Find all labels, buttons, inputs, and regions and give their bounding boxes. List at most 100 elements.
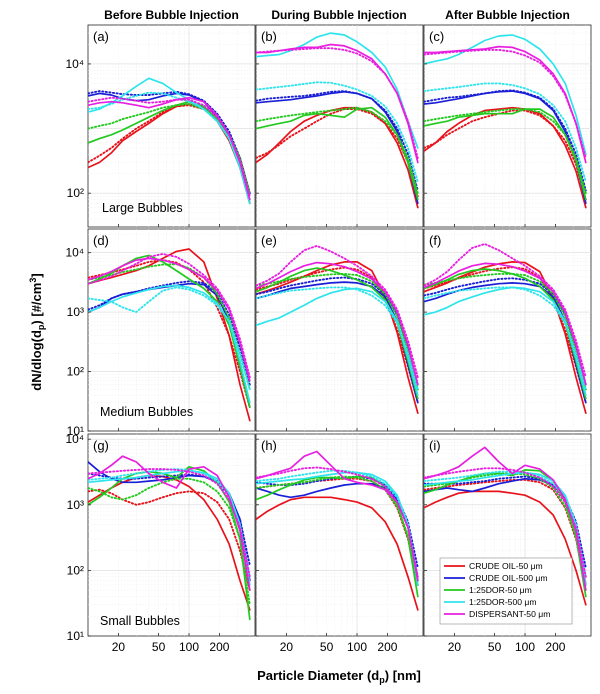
series-line-h-2: [256, 482, 419, 582]
series-line-h-9: [256, 466, 419, 578]
legend-label-dispersant-50: DISPERSANT-50 μm: [469, 609, 550, 619]
x-tick-label-i: 200: [545, 640, 565, 654]
series-group-d: [88, 248, 251, 422]
series-line-e-1: [256, 266, 419, 404]
panel-label-i: (i): [429, 438, 441, 453]
series-line-e-5: [256, 272, 419, 391]
x-tick-label-i: 100: [515, 640, 535, 654]
series-line-f-5: [424, 272, 587, 391]
series-line-g-8: [88, 455, 251, 591]
series-group-c: [424, 34, 587, 209]
series-line-c-5: [424, 108, 587, 195]
series-line-b-3: [256, 90, 419, 192]
row-label-medium: Medium Bubbles: [100, 405, 193, 419]
column-title-before: Before Bubble Injection: [104, 8, 239, 22]
panel-a: 10² 10⁴: [65, 24, 256, 228]
y-tick-label-a: 10²: [67, 186, 84, 200]
panel-label-b: (b): [261, 29, 277, 44]
x-tick-label-g: 50: [152, 640, 166, 654]
series-line-i-9: [424, 467, 587, 578]
series-line-e-6: [256, 287, 419, 397]
panel-frame-h: [255, 433, 424, 637]
series-line-f-8: [424, 262, 587, 386]
y-tick-label-d: 10²: [67, 365, 84, 379]
series-line-g-4: [88, 465, 251, 621]
panel-label-h: (h): [261, 438, 277, 453]
series-line-b-7: [256, 81, 419, 183]
column-titles: Before Bubble Injection During Bubble In…: [104, 8, 570, 22]
series-line-i-6: [424, 471, 587, 586]
series-line-e-8: [256, 261, 419, 386]
series-line-f-6: [424, 286, 587, 397]
panel-label-e: (e): [261, 233, 277, 248]
panel-c: [423, 24, 592, 228]
y-tick-label-a: 10⁴: [65, 57, 84, 71]
series-line-i-0: [424, 490, 587, 606]
row-label-large: Large Bubbles: [102, 201, 183, 215]
series-group-i: [424, 446, 587, 606]
y-tick-label-g: 10³: [67, 498, 84, 512]
series-line-c-0: [424, 106, 587, 209]
series-line-d-8: [88, 257, 251, 382]
y-tick-label-d: 10³: [67, 305, 84, 319]
y-tick-label-d: 10⁴: [65, 246, 84, 260]
y-tick-label-g: 10¹: [67, 629, 84, 643]
panel-annotations: (a) (b) (c) (d) (e) (f) (g) (h) (i) Larg…: [93, 29, 444, 628]
series-line-a-3: [88, 90, 251, 195]
x-tick-label-h: 200: [377, 640, 397, 654]
panel-b: [255, 24, 424, 228]
series-line-c-1: [424, 109, 587, 201]
panel-label-c: (c): [429, 29, 444, 44]
panel-label-d: (d): [93, 233, 109, 248]
series-line-b-9: [256, 47, 419, 159]
panel-frame-a: [87, 24, 256, 228]
series-line-c-9: [424, 48, 587, 159]
legend: CRUDE OIL-50 μm CRUDE OIL-500 μm 1:25DOR…: [439, 557, 573, 625]
row-label-small: Small Bubbles: [100, 614, 180, 628]
panel-h: 20 50 100 200: [255, 433, 424, 654]
x-tick-label-g: 200: [209, 640, 229, 654]
legend-box: [439, 557, 573, 625]
series-line-h-8: [256, 450, 419, 582]
series-group-e: [256, 244, 419, 414]
series-line-h-0: [256, 496, 419, 611]
series-line-e-0: [256, 261, 419, 414]
series-line-h-4: [256, 475, 419, 598]
x-tick-label-g: 100: [179, 640, 199, 654]
legend-label-crude-500: CRUDE OIL-500 μm: [469, 573, 548, 583]
column-title-during: During Bubble Injection: [271, 8, 406, 22]
x-tick-label-h: 50: [320, 640, 334, 654]
x-tick-label-g: 20: [112, 640, 126, 654]
panel-label-a: (a): [93, 29, 109, 44]
series-line-c-3: [424, 89, 587, 192]
series-line-d-3: [88, 280, 251, 386]
x-tick-label-h: 20: [280, 640, 294, 654]
series-line-b-2: [256, 90, 419, 205]
series-line-e-7: [256, 286, 419, 391]
x-axis-title: Particle Diameter (dp) [nm]: [257, 668, 421, 685]
series-line-d-4: [88, 254, 251, 409]
series-line-f-7: [424, 286, 587, 391]
series-line-b-1: [256, 108, 419, 198]
series-line-h-5: [256, 475, 419, 586]
series-group-a: [88, 77, 251, 205]
series-line-g-1: [88, 488, 251, 592]
x-tick-label-h: 100: [347, 640, 367, 654]
y-tick-label-d: 10¹: [67, 424, 84, 438]
legend-label-dor-50: 1:25DOR-50 μm: [469, 585, 532, 595]
series-line-d-6: [88, 284, 251, 404]
series-line-g-6: [88, 469, 251, 586]
y-tick-label-g: 10⁴: [65, 432, 84, 446]
x-tick-label-i: 20: [448, 640, 462, 654]
panel-g: 20 50 100 200 10¹ 10² 10³ 10⁴: [65, 432, 256, 654]
series-group-h: [256, 450, 419, 611]
y-tick-label-g: 10²: [67, 563, 84, 577]
series-line-d-9: [88, 253, 251, 379]
panel-frame-g: [87, 433, 256, 637]
series-line-d-7: [88, 286, 251, 391]
legend-label-crude-50: CRUDE OIL-50 μm: [469, 561, 543, 571]
series-line-e-9: [256, 244, 419, 379]
series-line-i-8: [424, 446, 587, 591]
